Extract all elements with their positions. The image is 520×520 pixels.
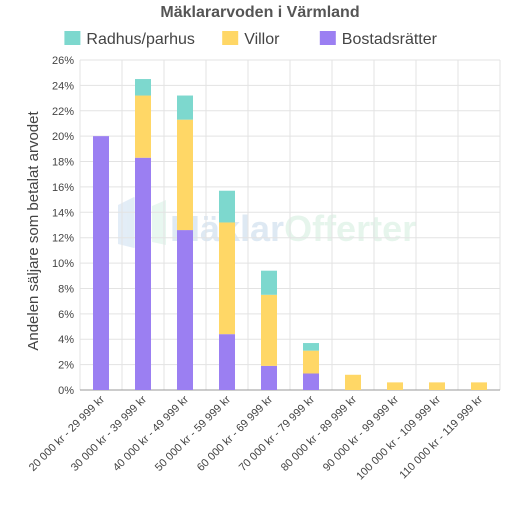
bar-segment-radhus-parhus bbox=[177, 95, 193, 120]
x-tick-label: 60 000 kr - 69 999 kr bbox=[195, 393, 275, 473]
x-tick-label: 80 000 kr - 89 999 kr bbox=[279, 393, 359, 473]
legend-swatch bbox=[222, 31, 239, 45]
x-tick-label: 70 000 kr - 79 999 kr bbox=[237, 393, 317, 473]
bar-segment-radhus-parhus bbox=[261, 270, 277, 295]
bar-segment-bostadsrätter bbox=[135, 157, 151, 390]
y-tick-label: 22% bbox=[52, 106, 74, 118]
bar-segment-bostadsrätter bbox=[303, 373, 319, 390]
bar-segment-bostadsrätter bbox=[219, 334, 235, 390]
y-axis-ticks: 0% 2% 4% 6% 8% 10% 12% 14% 16% 18% 20% 22% 24% 26% bbox=[52, 55, 74, 397]
bar-segment-villor bbox=[261, 294, 277, 366]
legend-swatch bbox=[64, 31, 81, 45]
y-tick-label: 18% bbox=[52, 157, 74, 169]
y-tick-label: 24% bbox=[52, 80, 74, 92]
y-tick-label: 12% bbox=[52, 233, 74, 245]
legend-item[interactable]: Villor bbox=[222, 31, 280, 48]
x-tick-label: 40 000 kr - 49 999 kr bbox=[111, 393, 191, 473]
bar-segment-villor bbox=[303, 350, 319, 374]
legend-label: Villor bbox=[244, 31, 280, 48]
y-tick-label: 20% bbox=[52, 131, 74, 143]
x-tick-label: 20 000 kr - 29 999 kr bbox=[27, 393, 107, 473]
bar-segment-radhus-parhus bbox=[219, 190, 235, 223]
y-tick-label: 26% bbox=[52, 55, 74, 67]
x-tick-label: 90 000 kr - 99 999 kr bbox=[321, 393, 401, 473]
bar-segment-villor bbox=[345, 374, 361, 390]
legend-label: Radhus/parhus bbox=[86, 31, 195, 48]
legend-swatch bbox=[319, 31, 336, 45]
y-tick-label: 0% bbox=[58, 385, 74, 397]
x-tick-label: 50 000 kr - 59 999 kr bbox=[153, 393, 233, 473]
chart-title: Mäklararvoden i Värmland bbox=[160, 4, 359, 21]
legend-item[interactable]: Bostadsrätter bbox=[319, 31, 438, 48]
y-tick-label: 4% bbox=[58, 334, 74, 346]
x-tick-label: 100 000 kr - 109 999 kr bbox=[354, 393, 443, 482]
bar-segment-radhus-parhus bbox=[135, 79, 151, 96]
bar-segment-bostadsrätter bbox=[93, 136, 109, 390]
bar-segment-villor bbox=[471, 382, 487, 390]
x-tick-label: 110 000 kr - 119 999 kr bbox=[397, 393, 485, 481]
bar-segment-radhus-parhus bbox=[303, 343, 319, 351]
legend-item[interactable]: Radhus/parhus bbox=[64, 31, 195, 48]
legend: Radhus/parhus Villor Bostadsrätter bbox=[64, 31, 438, 48]
bar-segment-villor bbox=[135, 95, 151, 158]
bar-segment-bostadsrätter bbox=[261, 365, 277, 390]
bar-segment-villor bbox=[429, 382, 445, 390]
svg-text:MäklarOfferter: MäklarOfferter bbox=[170, 208, 416, 249]
bar-segment-villor bbox=[177, 119, 193, 231]
bar-segment-bostadsrätter bbox=[177, 230, 193, 390]
bars bbox=[93, 79, 487, 390]
watermark: MäklarOfferter bbox=[118, 197, 416, 249]
bar-segment-villor bbox=[219, 222, 235, 335]
x-tick-label: 30 000 kr - 39 999 kr bbox=[69, 393, 149, 473]
y-tick-label: 14% bbox=[52, 207, 74, 219]
bar-segment-villor bbox=[387, 382, 403, 390]
y-tick-label: 6% bbox=[58, 309, 74, 321]
legend-label: Bostadsrätter bbox=[342, 31, 438, 48]
y-tick-label: 10% bbox=[52, 258, 74, 270]
y-tick-label: 16% bbox=[52, 182, 74, 194]
y-tick-label: 2% bbox=[58, 360, 74, 372]
y-axis-label: Andelen säljare som betalat arvodet bbox=[25, 111, 42, 351]
y-tick-label: 8% bbox=[58, 283, 74, 295]
